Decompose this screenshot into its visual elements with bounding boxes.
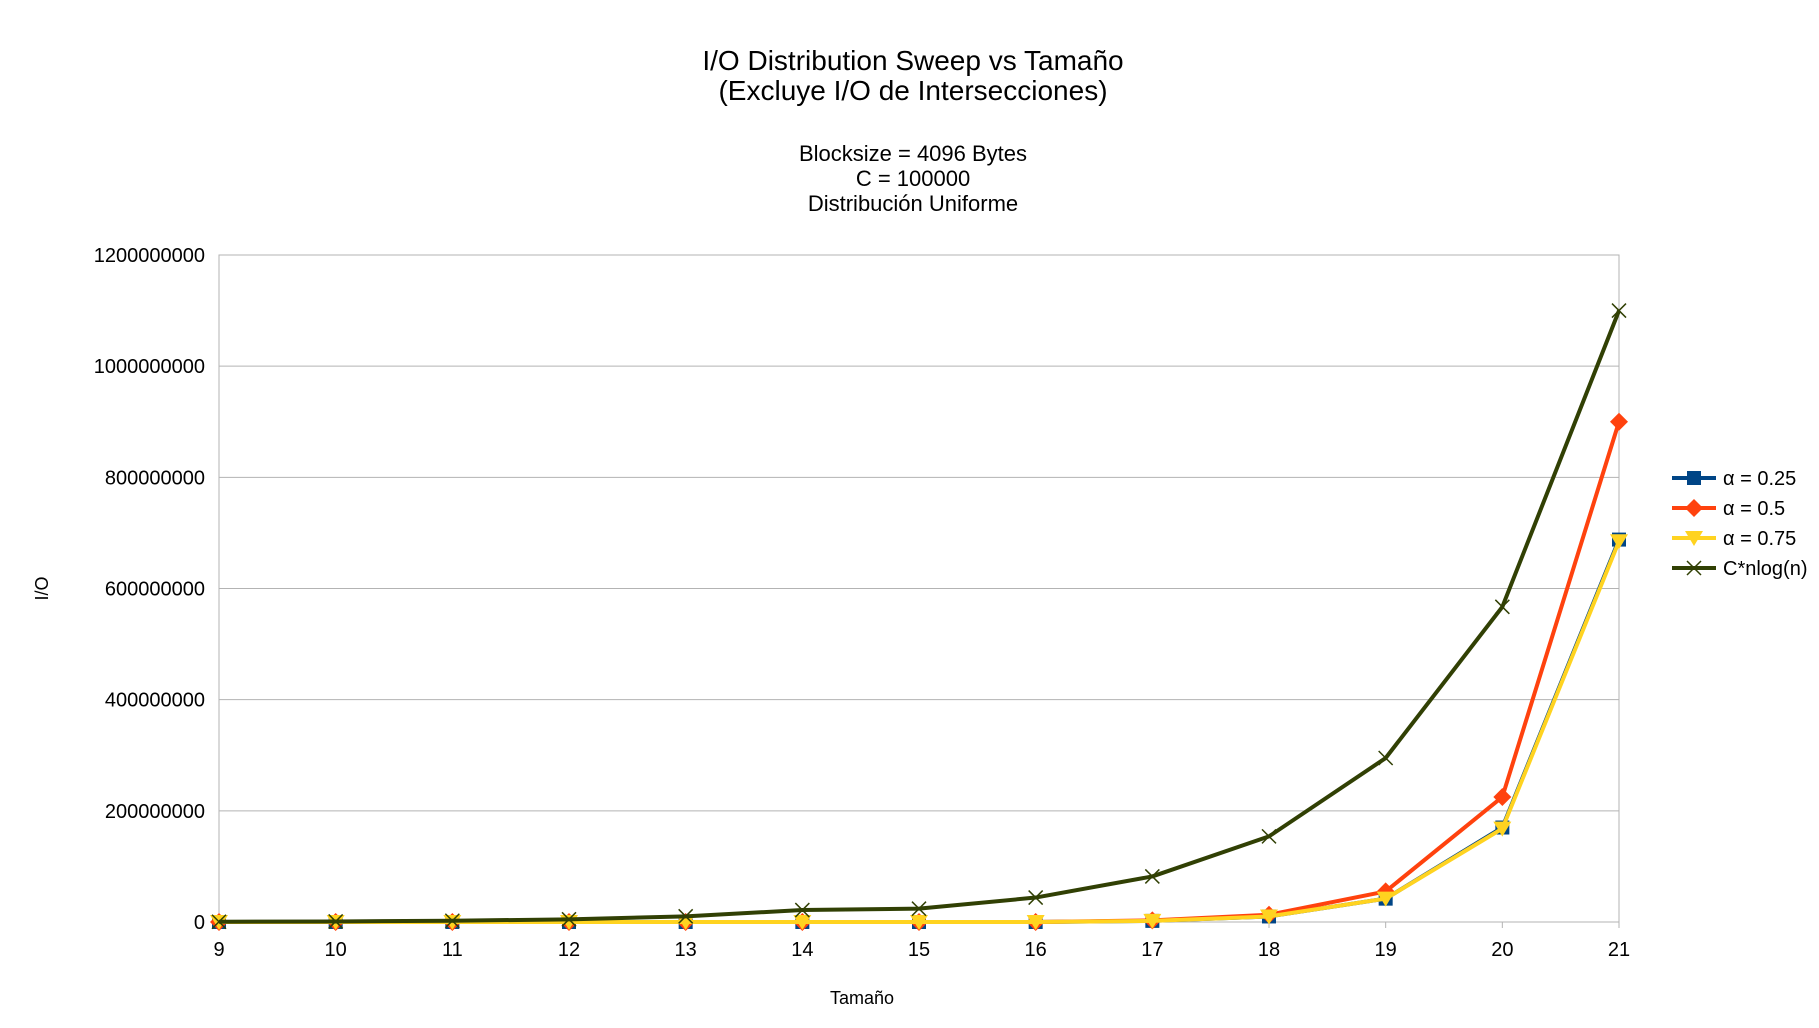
legend-label: C*nlog(n) bbox=[1723, 558, 1807, 580]
data-point bbox=[678, 908, 694, 924]
x-tick-label: 12 bbox=[558, 939, 580, 961]
series-1 bbox=[210, 412, 1628, 931]
data-point bbox=[1610, 412, 1628, 431]
x-tick-label: 15 bbox=[908, 939, 930, 961]
y-tick-label: 1200000000 bbox=[94, 245, 205, 267]
data-point bbox=[1494, 599, 1510, 615]
y-tick-label: 1000000000 bbox=[94, 356, 205, 378]
legend-label: α = 0.5 bbox=[1723, 498, 1785, 520]
x-tick-label: 10 bbox=[325, 939, 347, 961]
x-tick-label: 14 bbox=[791, 939, 813, 961]
series-layer bbox=[210, 303, 1628, 931]
chart-title-line: (Excluye I/O de Intersecciones) bbox=[718, 75, 1107, 106]
data-point bbox=[1493, 821, 1512, 837]
series-2 bbox=[210, 534, 1628, 930]
data-point bbox=[1610, 534, 1628, 550]
data-point bbox=[211, 914, 227, 930]
chart-title: I/O Distribution Sweep vs Tamaño(Excluye… bbox=[702, 45, 1123, 106]
chart-subtitle-line: Distribución Uniforme bbox=[808, 191, 1018, 216]
legend-marker bbox=[1687, 471, 1701, 485]
series-line bbox=[218, 309, 1621, 924]
legend-label: α = 0.25 bbox=[1723, 468, 1796, 490]
y-axis-ticks: 0 200000000 400000000 600000000 800000000 100… bbox=[94, 245, 205, 934]
data-point bbox=[793, 915, 812, 930]
data-point bbox=[1493, 787, 1512, 806]
x-tick-label: 13 bbox=[675, 939, 697, 961]
series-line bbox=[219, 540, 1621, 924]
x-tick-label: 17 bbox=[1141, 939, 1163, 961]
y-tick-label: 0 bbox=[194, 912, 205, 934]
legend-item: α = 0.5 bbox=[1672, 498, 1785, 520]
x-tick-label: 18 bbox=[1258, 939, 1280, 961]
y-axis-title: I/O bbox=[32, 576, 52, 600]
x-tick-label: 9 bbox=[213, 939, 224, 961]
data-point bbox=[444, 913, 460, 929]
data-point bbox=[911, 901, 927, 917]
series-3 bbox=[211, 303, 1627, 930]
legend-item: α = 0.75 bbox=[1672, 528, 1796, 550]
legend-item: C*nlog(n) bbox=[1672, 558, 1807, 580]
data-point bbox=[1260, 909, 1278, 925]
legend: α = 0.25 α = 0.5 α = 0.75 C*nlog(n) bbox=[1672, 468, 1807, 580]
x-tick-label: 16 bbox=[1025, 939, 1047, 961]
x-tick-label: 11 bbox=[442, 939, 463, 961]
data-point bbox=[1378, 750, 1394, 766]
x-tick-label: 19 bbox=[1375, 939, 1397, 961]
x-tick-label: 21 bbox=[1608, 939, 1630, 961]
legend-label: α = 0.75 bbox=[1723, 528, 1796, 550]
data-point bbox=[328, 913, 344, 929]
gridlines bbox=[219, 254, 1619, 923]
data-point bbox=[1144, 868, 1160, 884]
data-point bbox=[561, 911, 577, 927]
data-point bbox=[1028, 890, 1044, 906]
chart-subtitle-line: C = 100000 bbox=[856, 166, 970, 191]
y-tick-label: 400000000 bbox=[105, 690, 205, 712]
series-line bbox=[219, 421, 1621, 924]
data-point bbox=[1376, 891, 1395, 907]
legend-marker bbox=[1685, 531, 1703, 546]
data-point bbox=[794, 902, 810, 918]
chart-subtitle-line: Blocksize = 4096 Bytes bbox=[799, 141, 1027, 166]
data-point bbox=[1143, 913, 1162, 929]
legend-marker bbox=[1686, 560, 1702, 576]
y-tick-label: 200000000 bbox=[105, 801, 205, 823]
legend-item: α = 0.25 bbox=[1672, 468, 1796, 490]
data-point bbox=[676, 915, 695, 930]
legend-marker bbox=[1685, 499, 1703, 517]
x-tick-label: 20 bbox=[1491, 939, 1513, 961]
x-axis-title: Tamaño bbox=[830, 988, 894, 1008]
data-point bbox=[1611, 303, 1627, 319]
data-point bbox=[910, 915, 928, 930]
data-point bbox=[1261, 828, 1277, 844]
x-axis-ticks: 9 10 11 12 13 14 15 16 17 18 19 20 21 bbox=[213, 922, 1630, 961]
data-point bbox=[1026, 915, 1045, 930]
y-tick-label: 800000000 bbox=[105, 467, 205, 489]
y-tick-label: 600000000 bbox=[105, 579, 205, 601]
chart-title-line: I/O Distribution Sweep vs Tamaño bbox=[702, 45, 1123, 76]
